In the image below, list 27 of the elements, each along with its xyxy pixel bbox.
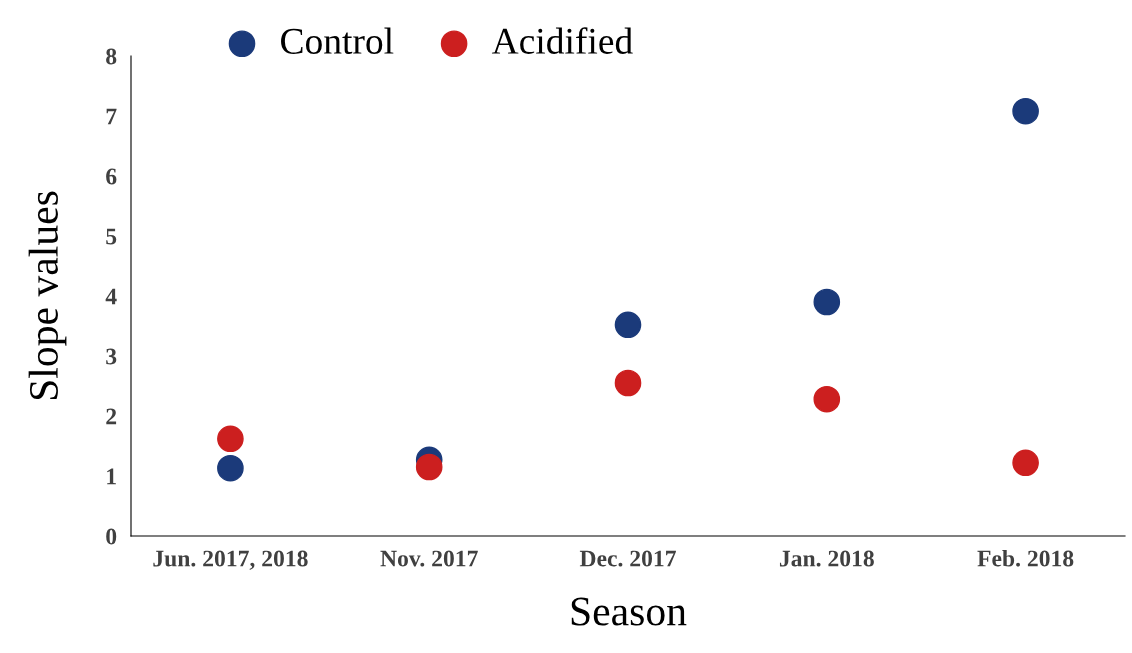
point xyxy=(415,453,443,481)
x-tick-label: Jun. 2017, 2018 xyxy=(153,550,308,570)
point xyxy=(217,454,244,482)
y-tick-label: 1 xyxy=(107,468,116,485)
x-tick-label: Nov. 2017 xyxy=(380,550,478,567)
point xyxy=(614,369,642,397)
point xyxy=(813,288,841,316)
x-tick-label: Feb. 2018 xyxy=(977,549,1074,567)
y-axis-title: Slope values xyxy=(28,191,67,400)
x-tick-label: Jan. 2018 xyxy=(779,550,874,567)
point xyxy=(1012,449,1039,477)
y-tick-label: 4 xyxy=(105,288,117,305)
y-tick-label: 5 xyxy=(106,228,117,245)
y-tick-label: 2 xyxy=(106,408,117,425)
x-tick-label: Dec. 2017 xyxy=(579,550,676,567)
x-axis-title: Season xyxy=(571,597,687,626)
y-tick-label: 8 xyxy=(106,48,117,65)
point xyxy=(614,311,642,339)
point xyxy=(1012,97,1039,125)
y-tick-label: 0 xyxy=(106,528,117,545)
point xyxy=(813,385,841,413)
y-tick-label: 7 xyxy=(106,108,117,125)
legend-label: Acidified xyxy=(491,27,633,54)
y-tick-label: 3 xyxy=(106,348,117,365)
y-tick-label: 6 xyxy=(106,168,117,185)
legend-label: Control xyxy=(281,27,394,54)
point xyxy=(217,425,244,453)
